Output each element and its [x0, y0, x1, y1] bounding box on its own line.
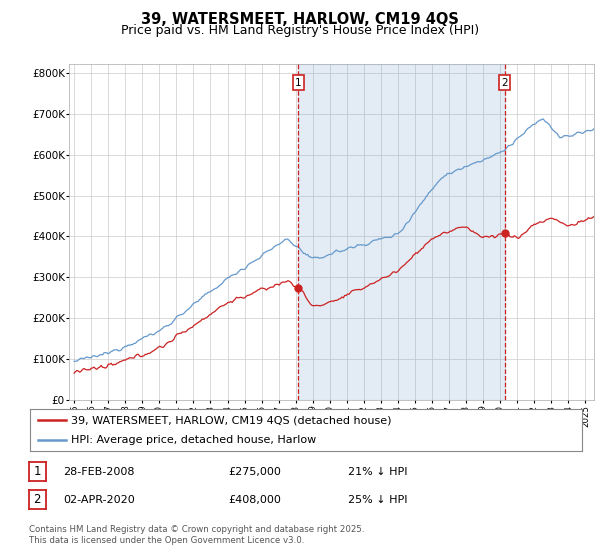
Text: 1: 1: [295, 78, 302, 88]
Text: Contains HM Land Registry data © Crown copyright and database right 2025.
This d: Contains HM Land Registry data © Crown c…: [29, 525, 364, 545]
Text: 28-FEB-2008: 28-FEB-2008: [63, 466, 134, 477]
Text: 2: 2: [501, 78, 508, 88]
Text: £275,000: £275,000: [228, 466, 281, 477]
Text: 25% ↓ HPI: 25% ↓ HPI: [348, 494, 407, 505]
Text: HPI: Average price, detached house, Harlow: HPI: Average price, detached house, Harl…: [71, 435, 317, 445]
Text: Price paid vs. HM Land Registry's House Price Index (HPI): Price paid vs. HM Land Registry's House …: [121, 24, 479, 37]
Text: 21% ↓ HPI: 21% ↓ HPI: [348, 466, 407, 477]
Text: 39, WATERSMEET, HARLOW, CM19 4QS: 39, WATERSMEET, HARLOW, CM19 4QS: [141, 12, 459, 27]
Text: 2: 2: [34, 493, 41, 506]
Text: 02-APR-2020: 02-APR-2020: [63, 494, 135, 505]
Text: £408,000: £408,000: [228, 494, 281, 505]
Text: 1: 1: [34, 465, 41, 478]
Bar: [298, 64, 505, 400]
Text: 39, WATERSMEET, HARLOW, CM19 4QS (detached house): 39, WATERSMEET, HARLOW, CM19 4QS (detach…: [71, 415, 392, 425]
